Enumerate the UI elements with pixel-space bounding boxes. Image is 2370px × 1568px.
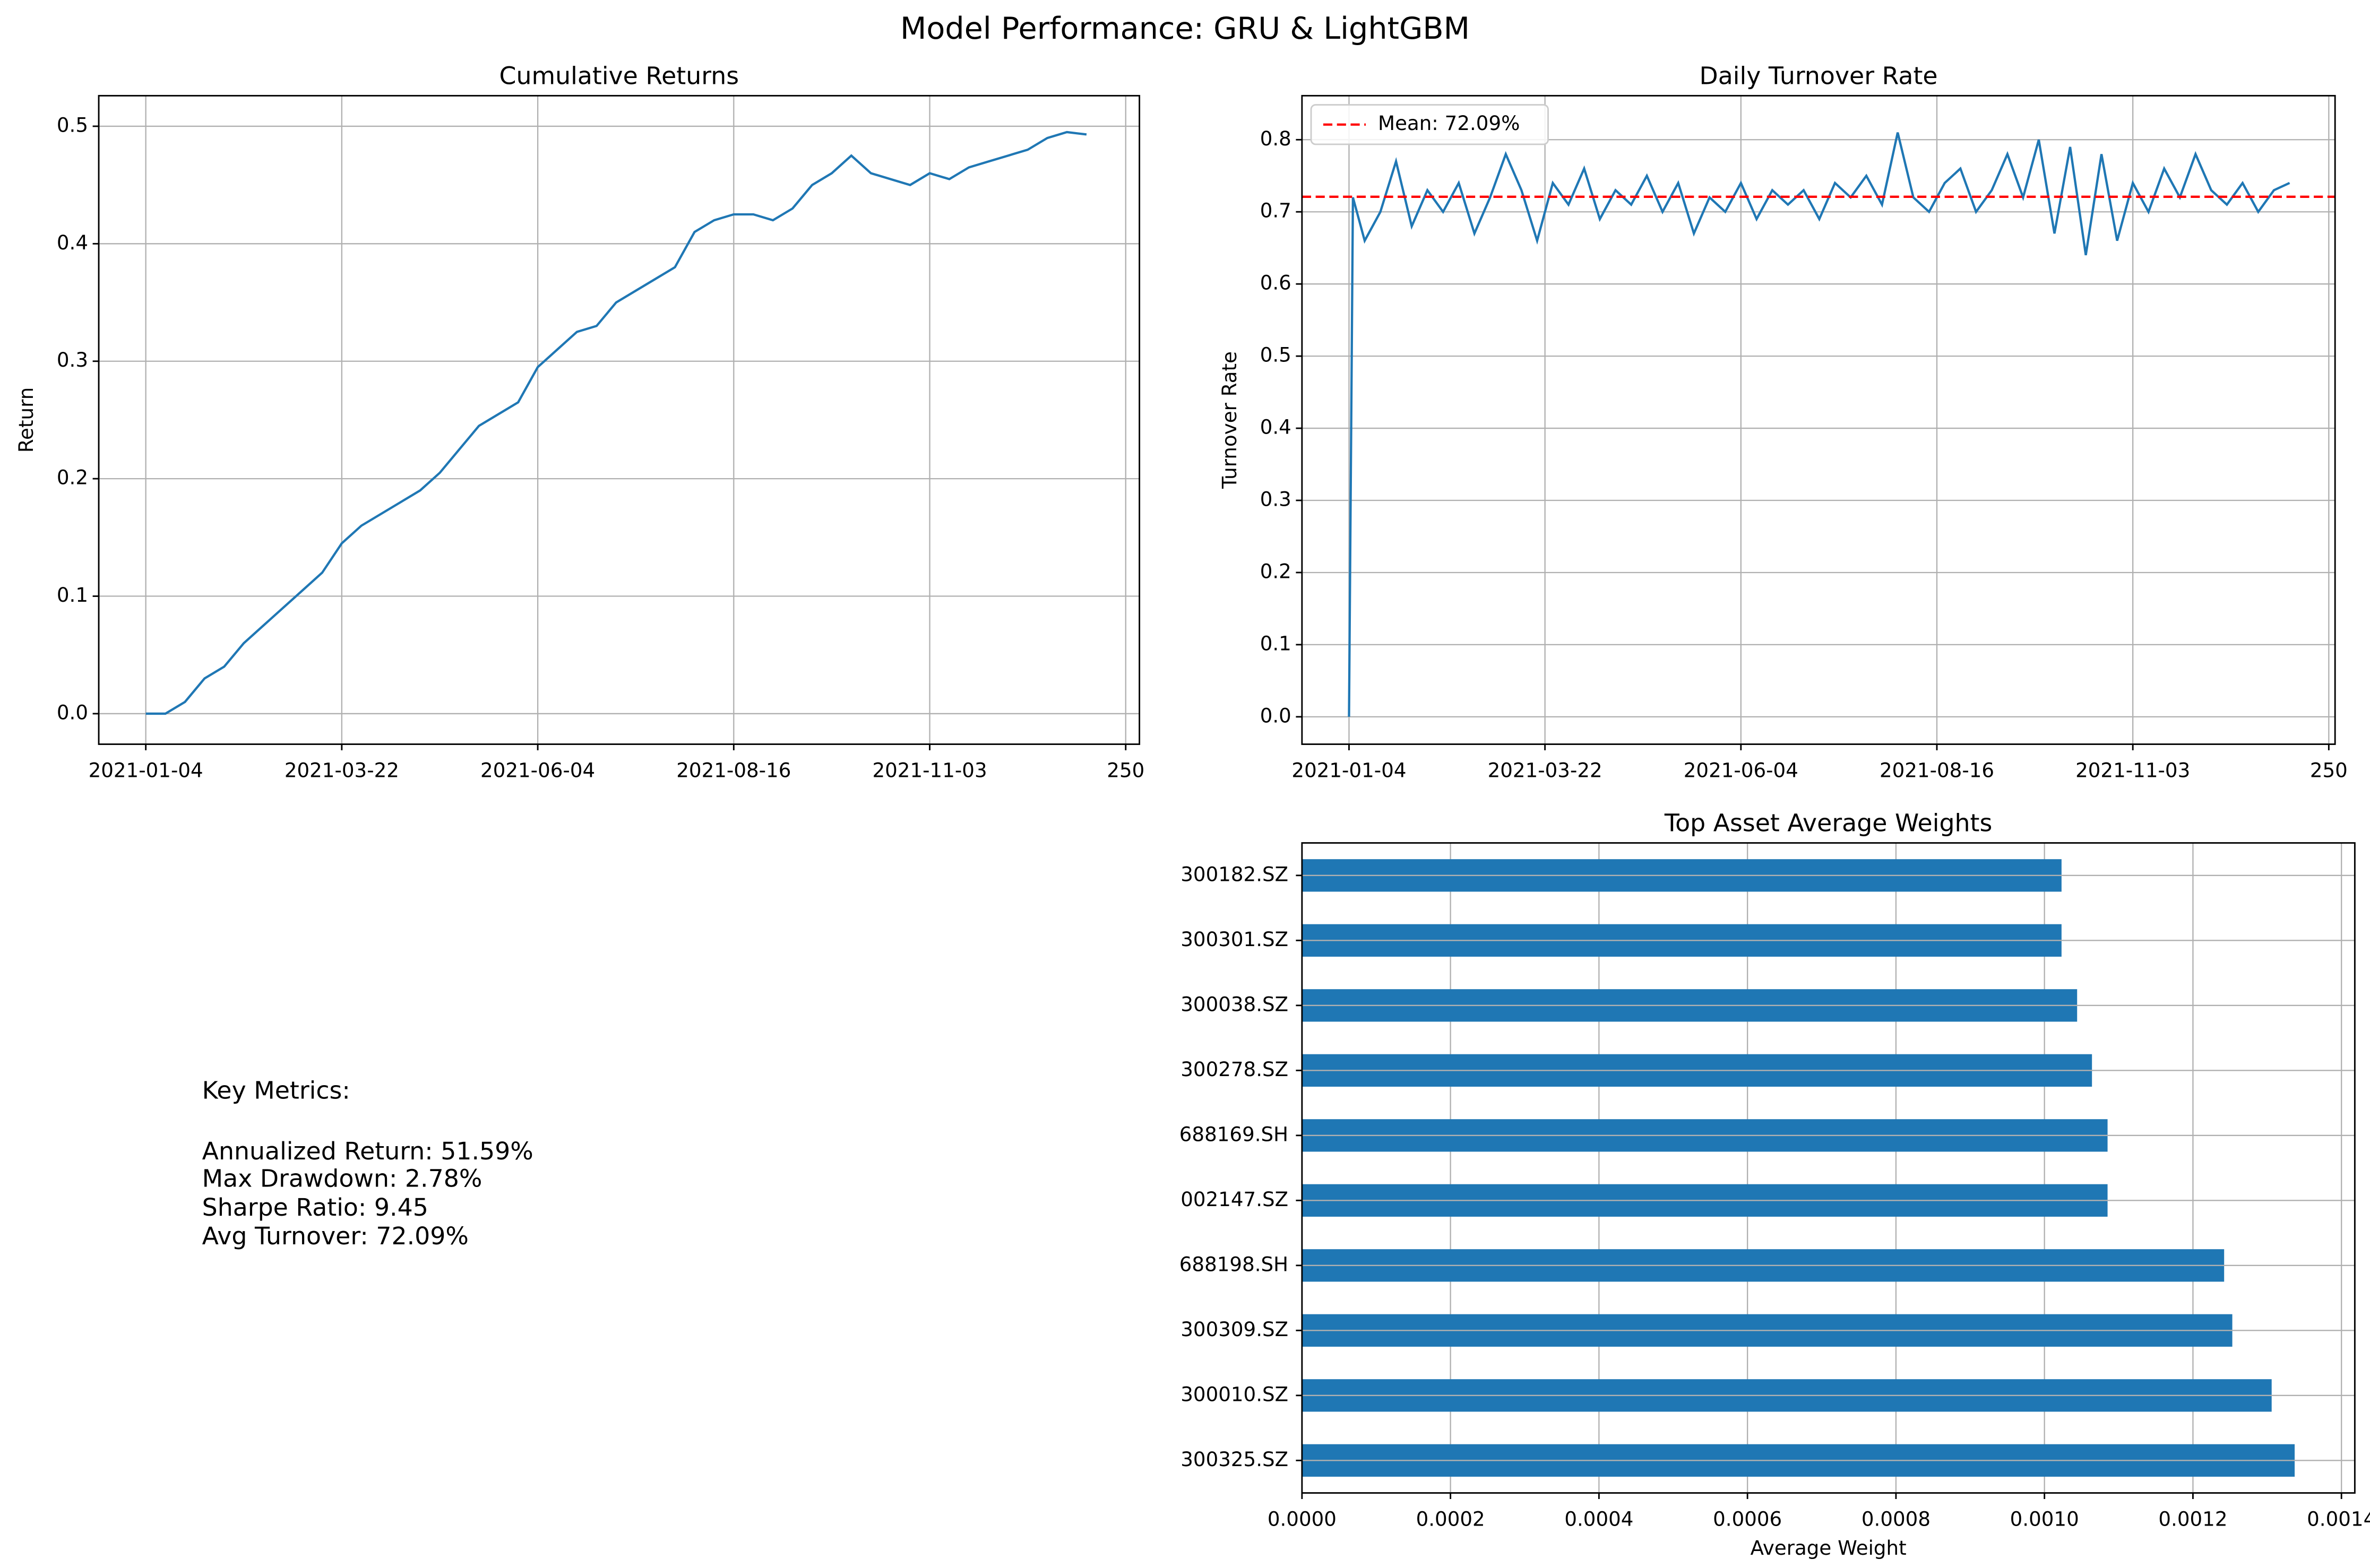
axes-frame — [98, 94, 1141, 745]
y-tick-label: 0.4 — [1260, 415, 1291, 439]
metrics-block: Key Metrics: Annualized Return: 51.59% M… — [202, 1076, 533, 1250]
y-tick-label: 300038.SZ — [1180, 992, 1288, 1016]
x-tick-label: 0.0004 — [1564, 1508, 1633, 1531]
subplot-title: Top Asset Average Weights — [1664, 809, 1992, 837]
axes-frame — [1301, 94, 2336, 745]
data-line — [1348, 132, 2290, 717]
y-tick-label: 300278.SZ — [1180, 1058, 1288, 1081]
y-axis-label: Turnover Rate — [1218, 351, 1241, 489]
x-axis-label: Average Weight — [1751, 1536, 1907, 1560]
x-tick-label: 0.0012 — [2158, 1508, 2227, 1531]
subplot: Cumulative Returns 2021-01-04 2021-03-22 20… — [14, 62, 1144, 782]
y-tick-label: 300309.SZ — [1180, 1318, 1288, 1341]
metrics-heading: Key Metrics: — [202, 1076, 350, 1104]
y-tick-label: 688198.SH — [1179, 1252, 1288, 1276]
y-tick-label: 0.7 — [1260, 199, 1291, 222]
y-tick-label: 0.4 — [57, 231, 88, 254]
metric-line: Max Drawdown: 2.78% — [202, 1164, 482, 1192]
y-tick-label: 688169.SH — [1179, 1122, 1288, 1146]
y-tick-label: 0.5 — [57, 113, 88, 136]
metric-line: Sharpe Ratio: 9.45 — [202, 1193, 428, 1222]
metric-line: Annualized Return: 51.59% — [202, 1137, 533, 1165]
y-tick-label: 300325.SZ — [1180, 1448, 1288, 1471]
x-tick-label: 2021-08-16 — [1880, 759, 1994, 782]
x-tick-label: 2021-08-16 — [676, 759, 791, 782]
subplot-title: Daily Turnover Rate — [1699, 62, 1937, 90]
metric-line: Avg Turnover: 72.09% — [202, 1222, 469, 1250]
y-tick-label: 0.1 — [57, 583, 88, 607]
x-tick-label: 2021-03-22 — [285, 759, 399, 782]
x-tick-label: 0.0010 — [2010, 1508, 2079, 1531]
y-tick-label: 300301.SZ — [1180, 928, 1288, 951]
x-tick-label: 250 — [2310, 759, 2348, 782]
figure-title: Model Performance: GRU & LightGBM — [900, 11, 1470, 46]
y-axis-label: Return — [14, 387, 38, 453]
x-tick-label: 0.0006 — [1713, 1508, 1782, 1531]
legend-box — [1310, 104, 1549, 145]
x-tick-label: 2021-11-03 — [872, 759, 987, 782]
x-tick-label: 0.0002 — [1416, 1508, 1485, 1531]
x-tick-label: 2021-03-22 — [1488, 759, 1602, 782]
y-tick-label: 0.3 — [57, 348, 88, 371]
y-tick-label: 300010.SZ — [1180, 1382, 1288, 1406]
y-tick-label: 002147.SZ — [1180, 1188, 1288, 1211]
x-tick-label: 0.0008 — [1861, 1508, 1931, 1531]
y-tick-label: 0.0 — [1260, 704, 1291, 727]
x-tick-label: 2021-06-04 — [1684, 759, 1798, 782]
y-tick-label: 0.2 — [57, 466, 88, 489]
x-tick-label: 2021-06-04 — [480, 759, 595, 782]
legend-label: Mean: 72.09% — [1378, 111, 1520, 135]
subplot: Top Asset Average Weights 0.0000 0.0002 0.0… — [1179, 809, 2370, 1560]
x-tick-label: 0.0014 — [2307, 1508, 2370, 1531]
subplot: Daily Turnover Rate 2021-01-04 2021-03-22 2… — [1218, 62, 2348, 782]
y-tick-label: 0.5 — [1260, 343, 1291, 367]
y-tick-label: 0.6 — [1260, 271, 1291, 294]
x-tick-label: 0.0000 — [1268, 1508, 1337, 1531]
y-tick-label: 0.3 — [1260, 488, 1291, 511]
y-tick-label: 0.8 — [1260, 127, 1291, 150]
x-tick-label: 2021-11-03 — [2075, 759, 2190, 782]
x-tick-label: 2021-01-04 — [1291, 759, 1406, 782]
y-tick-label: 0.0 — [57, 700, 88, 724]
axes-frame — [1301, 842, 2356, 1494]
y-tick-label: 0.2 — [1260, 559, 1291, 583]
y-tick-label: 300182.SZ — [1180, 862, 1288, 886]
y-tick-label: 0.1 — [1260, 631, 1291, 655]
subplot-title: Cumulative Returns — [499, 62, 739, 90]
x-tick-label: 250 — [1107, 759, 1144, 782]
x-tick-label: 2021-01-04 — [89, 759, 203, 782]
data-line — [145, 131, 1087, 715]
